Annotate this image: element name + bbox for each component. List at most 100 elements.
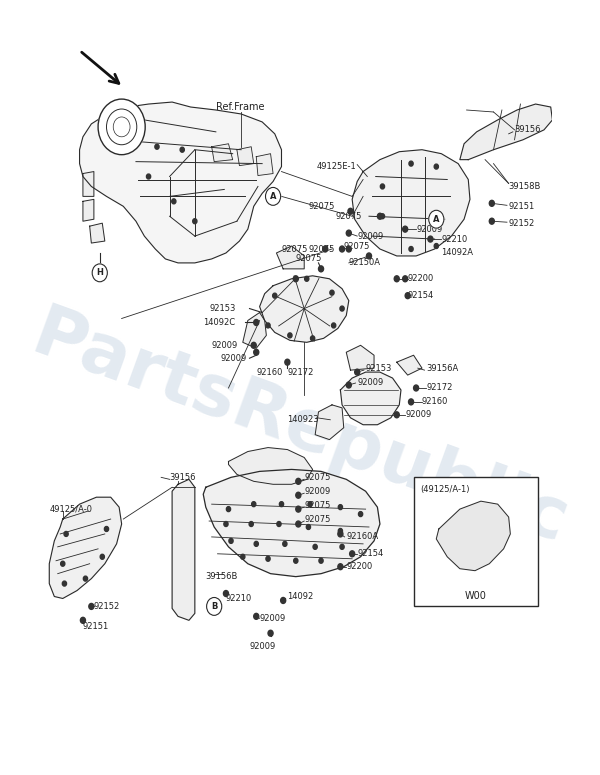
Circle shape: [346, 246, 352, 252]
Circle shape: [293, 558, 298, 563]
Circle shape: [380, 214, 385, 219]
Text: 92075: 92075: [344, 242, 370, 250]
Text: 92160: 92160: [422, 398, 448, 406]
Circle shape: [223, 591, 229, 597]
Text: 92075: 92075: [281, 244, 308, 253]
Polygon shape: [436, 501, 511, 570]
Text: 39156B: 39156B: [206, 572, 238, 581]
Circle shape: [434, 164, 439, 169]
Text: 92075: 92075: [335, 212, 362, 221]
Text: 92152: 92152: [94, 602, 120, 611]
Polygon shape: [83, 171, 94, 196]
Text: 92075: 92075: [304, 473, 331, 482]
Text: 92160A: 92160A: [346, 532, 379, 542]
Text: H: H: [97, 268, 103, 277]
Text: 39158B: 39158B: [509, 182, 541, 191]
Circle shape: [266, 323, 270, 328]
Text: (49125/A-1): (49125/A-1): [421, 485, 470, 494]
Circle shape: [249, 522, 253, 526]
Circle shape: [307, 525, 311, 529]
Circle shape: [330, 290, 334, 295]
Circle shape: [277, 522, 281, 526]
Circle shape: [268, 630, 273, 636]
Circle shape: [338, 531, 343, 537]
Circle shape: [311, 336, 315, 341]
Circle shape: [293, 276, 298, 282]
Text: 92151: 92151: [509, 202, 535, 211]
Circle shape: [172, 199, 176, 204]
Text: 39156A: 39156A: [426, 363, 458, 373]
Circle shape: [98, 99, 145, 155]
Bar: [413, 477, 538, 606]
Circle shape: [92, 264, 107, 282]
Circle shape: [434, 243, 439, 249]
Text: A: A: [433, 215, 440, 224]
Polygon shape: [49, 498, 122, 598]
Polygon shape: [212, 143, 233, 162]
Circle shape: [394, 412, 399, 418]
Circle shape: [254, 613, 259, 619]
Polygon shape: [256, 153, 273, 175]
Circle shape: [229, 539, 233, 543]
Polygon shape: [277, 246, 304, 269]
Circle shape: [355, 369, 360, 375]
Circle shape: [346, 230, 352, 236]
Circle shape: [296, 478, 301, 484]
Circle shape: [413, 385, 419, 391]
Circle shape: [296, 521, 301, 527]
Text: 92200: 92200: [407, 274, 434, 284]
Circle shape: [429, 210, 444, 228]
Circle shape: [409, 399, 413, 405]
Polygon shape: [315, 405, 344, 439]
Text: 92075: 92075: [304, 501, 331, 510]
Polygon shape: [340, 372, 401, 425]
Text: 92152: 92152: [509, 219, 535, 228]
Text: 92075: 92075: [308, 202, 335, 211]
Circle shape: [338, 505, 343, 510]
Circle shape: [226, 507, 230, 512]
Circle shape: [340, 544, 344, 549]
Circle shape: [409, 246, 413, 251]
Polygon shape: [80, 102, 281, 263]
Circle shape: [155, 144, 159, 150]
Circle shape: [272, 293, 277, 298]
Text: 92210: 92210: [226, 594, 252, 603]
Text: 92200: 92200: [346, 562, 373, 571]
Circle shape: [428, 236, 433, 242]
Text: 92075: 92075: [304, 515, 331, 524]
Circle shape: [338, 529, 343, 533]
Text: 92009: 92009: [212, 341, 238, 350]
Polygon shape: [229, 448, 313, 484]
Circle shape: [281, 598, 286, 604]
Circle shape: [89, 604, 94, 609]
Circle shape: [83, 576, 88, 581]
Circle shape: [367, 253, 371, 259]
Text: 92172: 92172: [426, 384, 452, 392]
Circle shape: [64, 532, 68, 536]
Circle shape: [266, 188, 281, 205]
Polygon shape: [203, 470, 380, 577]
Text: 92009: 92009: [357, 377, 383, 387]
Circle shape: [180, 147, 184, 152]
Circle shape: [490, 219, 494, 224]
Circle shape: [296, 506, 301, 512]
Circle shape: [340, 246, 344, 252]
Circle shape: [319, 558, 323, 563]
Circle shape: [394, 276, 399, 282]
Circle shape: [266, 556, 270, 561]
Polygon shape: [352, 150, 470, 256]
Circle shape: [323, 246, 328, 252]
Circle shape: [350, 551, 355, 556]
Circle shape: [490, 201, 494, 206]
Polygon shape: [172, 479, 195, 620]
Text: 92009: 92009: [416, 225, 442, 233]
Text: 39156: 39156: [515, 126, 541, 134]
Circle shape: [146, 174, 151, 179]
Text: 92154: 92154: [407, 291, 434, 300]
Circle shape: [61, 561, 65, 567]
Text: 92154: 92154: [357, 549, 383, 558]
Text: 14092A: 14092A: [442, 249, 473, 257]
Text: 92075: 92075: [296, 254, 322, 264]
Circle shape: [254, 319, 259, 325]
Polygon shape: [237, 146, 254, 166]
